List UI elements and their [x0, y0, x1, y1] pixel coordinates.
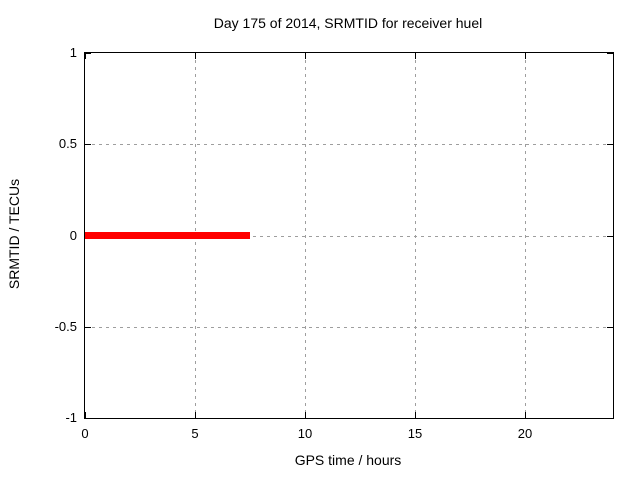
x-gridline — [525, 53, 526, 418]
x-tick-mark — [85, 412, 86, 418]
x-tick-mark — [305, 53, 306, 59]
y-tick-label: 0 — [69, 228, 77, 243]
x-tick-label: 0 — [81, 426, 89, 441]
x-tick-label: 20 — [517, 426, 533, 441]
y-gridline — [85, 144, 613, 145]
y-tick-label: -0.5 — [54, 319, 77, 334]
data-series-line — [85, 232, 250, 239]
x-tick-mark — [525, 53, 526, 59]
y-gridline — [85, 327, 613, 328]
chart-title: Day 175 of 2014, SRMTID for receiver hue… — [213, 15, 483, 31]
y-tick-mark — [85, 53, 91, 54]
x-tick-mark — [415, 412, 416, 418]
x-tick-label: 5 — [191, 426, 199, 441]
x-gridline — [415, 53, 416, 418]
x-tick-mark — [305, 412, 306, 418]
y-tick-mark — [607, 327, 613, 328]
y-tick-mark — [607, 144, 613, 145]
plot-area: 0 5 10 15 20 1 0.5 0 -0.5 -1 — [55, 45, 614, 441]
y-tick-label: 1 — [69, 45, 77, 60]
y-tick-label: 0.5 — [58, 136, 77, 151]
y-gridline — [85, 236, 613, 237]
x-tick-mark — [85, 53, 86, 59]
y-tick-mark — [85, 327, 91, 328]
x-axis-label: GPS time / hours — [294, 452, 402, 468]
y-tick-label: -1 — [65, 410, 77, 425]
y-tick-mark — [607, 236, 613, 237]
x-tick-mark — [415, 53, 416, 59]
y-tick-mark — [85, 144, 91, 145]
x-tick-label: 15 — [407, 426, 423, 441]
x-tick-mark — [525, 412, 526, 418]
x-tick-mark — [195, 53, 196, 59]
x-tick-label: 10 — [297, 426, 313, 441]
x-gridline — [305, 53, 306, 418]
x-tick-mark — [195, 412, 196, 418]
y-tick-mark — [85, 418, 91, 419]
y-tick-mark — [607, 53, 613, 54]
y-tick-mark — [607, 418, 613, 419]
